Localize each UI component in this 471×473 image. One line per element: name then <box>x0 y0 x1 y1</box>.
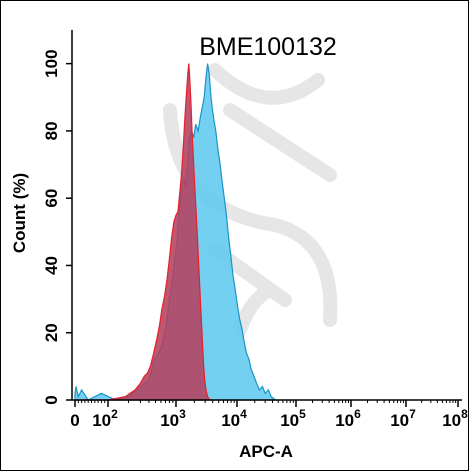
x-tick-label: 107 <box>390 407 416 430</box>
y-axis-label: Count (%) <box>10 173 29 253</box>
y-tick-label: 100 <box>42 49 61 77</box>
chart-title: BME100132 <box>199 33 337 61</box>
x-tick-label: 106 <box>335 407 361 430</box>
x-tick-label: 105 <box>280 407 306 430</box>
x-tick-label: 102 <box>92 407 118 430</box>
x-tick-label: 103 <box>160 407 186 430</box>
y-tick-label: 0 <box>42 395 61 404</box>
x-tick-label: 104 <box>221 407 247 430</box>
y-tick-label: 20 <box>42 323 61 342</box>
y-tick-label: 40 <box>42 256 61 275</box>
y-tick-label: 80 <box>42 121 61 140</box>
x-tick-label: 108 <box>442 407 468 430</box>
y-tick-label: 60 <box>42 189 61 208</box>
histogram-series-2 <box>75 63 212 401</box>
x-axis-label: APC-A <box>239 442 293 461</box>
x-tick-label: 0 <box>70 411 79 430</box>
